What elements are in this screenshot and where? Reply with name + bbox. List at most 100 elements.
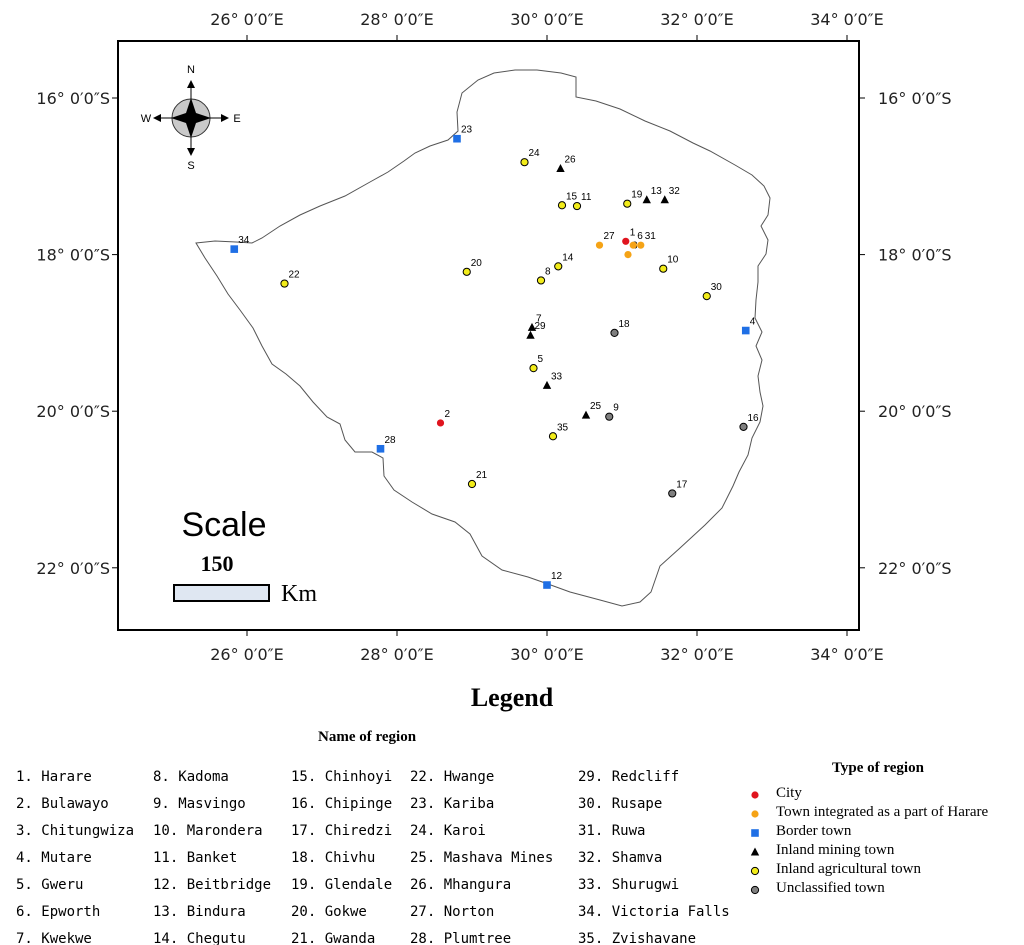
region-name: 29. Redcliff (578, 769, 680, 785)
type-label: Inland agricultural town (776, 861, 921, 877)
town-marker-35 (548, 432, 558, 441)
region-name: 15. Chinhoyi (291, 769, 393, 785)
region-name: 14. Chegutu (153, 931, 246, 945)
region-name: 3. Chitungwiza (16, 823, 135, 839)
town-label-24: 24 (529, 148, 541, 159)
town-label-32: 32 (669, 186, 681, 197)
region-name: 19. Glendale (291, 877, 393, 893)
arrow-up-icon (187, 80, 195, 88)
region-column-5: 29. Redcliff 30. Rusape 31. Ruwa 32. Shamva… (578, 764, 730, 945)
town-label-1: 1 (630, 227, 636, 238)
lon-label-bottom: 32° 0′0″E (660, 645, 734, 664)
town-marker-23 (453, 134, 461, 143)
region-name: 7. Kwekwe (16, 931, 92, 945)
type-title: Type of region (832, 760, 924, 776)
region-name: 6. Epworth (16, 904, 101, 920)
town-label-22: 22 (289, 270, 301, 281)
legend-symbol-town_harare (751, 810, 759, 818)
town-marker-29 (526, 330, 535, 339)
town-markers: 1234567891011121314151617181920212223242… (230, 125, 759, 589)
town-marker-4 (741, 326, 750, 335)
lat-label-right: 16° 0′0″S (878, 89, 952, 108)
town-marker-22 (280, 279, 289, 288)
town-marker-28 (376, 444, 385, 453)
region-column-1: 1. Harare 2. Bulawayo 3. Chitungwiza 4. Mut… (16, 764, 134, 945)
compass-south: S (187, 160, 194, 172)
region-name: 23. Kariba (410, 796, 495, 812)
town-label-2: 2 (445, 409, 451, 420)
town-label-11: 11 (581, 192, 592, 203)
zimbabwe-boundary (195, 69, 771, 607)
town-label-16: 16 (748, 413, 760, 424)
town-marker-27 (595, 241, 604, 249)
region-column-2: 8. Kadoma 9. Masvingo 10. Marondera 11. Ban… (153, 764, 271, 945)
coordinate-labels: 26° 0′0″E 26° 0′0″E 28° 0′0″E 28° 0′0″E 30° … (36, 10, 951, 664)
lat-label-left: 16° 0′0″S (36, 89, 110, 108)
square-icon (751, 829, 759, 837)
region-name: 30. Rusape (578, 796, 663, 812)
town-marker-26 (556, 163, 565, 172)
town-marker-8 (536, 276, 546, 285)
region-column-3: 15. Chinhoyi 16. Chipinge 17. Chiredzi 18. … (291, 764, 392, 945)
region-name: 21. Gwanda (291, 931, 376, 945)
coordinate-ticks (112, 35, 865, 636)
region-name: 1. Harare (16, 769, 92, 785)
town-marker-7 (527, 322, 537, 331)
town-marker-12 (543, 581, 551, 589)
town-label-9: 9 (613, 403, 619, 414)
legend-symbol-mining (750, 847, 760, 856)
lat-label-right: 18° 0′0″S (878, 246, 952, 265)
town-marker-32 (660, 195, 669, 204)
town-marker-33 (542, 380, 552, 389)
town-marker-14 (554, 262, 563, 271)
compass-star-icon (171, 98, 211, 138)
regions-title: Name of region (318, 729, 417, 745)
town-marker-19 (623, 199, 632, 208)
region-name: 33. Shurugwi (578, 877, 680, 893)
town-marker-25 (581, 410, 591, 419)
region-name: 10. Marondera (153, 823, 263, 839)
lat-label-left: 18° 0′0″S (36, 246, 110, 265)
legend-symbol-city (751, 791, 759, 799)
region-name: 32. Shamva (578, 850, 663, 866)
lon-label-bottom: 26° 0′0″E (210, 645, 284, 664)
region-name: 18. Chivhu (291, 850, 376, 866)
town-label-29: 29 (535, 321, 547, 332)
town-label-26: 26 (565, 154, 577, 165)
town-label-23: 23 (461, 125, 473, 136)
legend-symbol-unclassified (750, 885, 760, 895)
type-label: Town integrated as a part of Harare (776, 804, 989, 820)
town-label-31: 31 (645, 231, 657, 242)
town-label-15: 15 (566, 191, 578, 202)
legend-symbol-border (751, 829, 759, 837)
scale-bar: Scale 150 Km (164, 500, 322, 610)
town-label-27: 27 (604, 231, 616, 242)
town-marker-9 (605, 412, 614, 421)
compass-west: W (141, 113, 152, 125)
region-name: 24. Karoi (410, 823, 486, 839)
scale-value: 150 (201, 551, 234, 576)
town-label-30: 30 (711, 282, 723, 293)
lat-label-right: 22° 0′0″S (878, 559, 952, 578)
region-name: 13. Bindura (153, 904, 246, 920)
circle-icon (751, 810, 759, 818)
region-name: 17. Chiredzi (291, 823, 393, 839)
type-label: Unclassified town (776, 880, 885, 896)
lat-label-right: 20° 0′0″S (878, 402, 952, 421)
region-name: 12. Beitbridge (153, 877, 272, 893)
compass-east: E (233, 113, 240, 125)
region-name: 28. Plumtree (410, 931, 512, 945)
town-marker-34 (230, 245, 239, 253)
town-marker-21 (467, 479, 477, 489)
lon-label-bottom: 34° 0′0″E (810, 645, 884, 664)
region-name: 34. Victoria Falls (578, 904, 730, 920)
town-marker-24 (520, 158, 529, 167)
type-label: City (776, 785, 802, 801)
type-label: Border town (776, 823, 852, 839)
town-label-4: 4 (750, 317, 756, 328)
town-marker-2 (436, 419, 445, 427)
region-name: 5. Gweru (16, 877, 84, 893)
town-marker-16 (739, 422, 748, 431)
town-marker-13 (642, 195, 651, 204)
